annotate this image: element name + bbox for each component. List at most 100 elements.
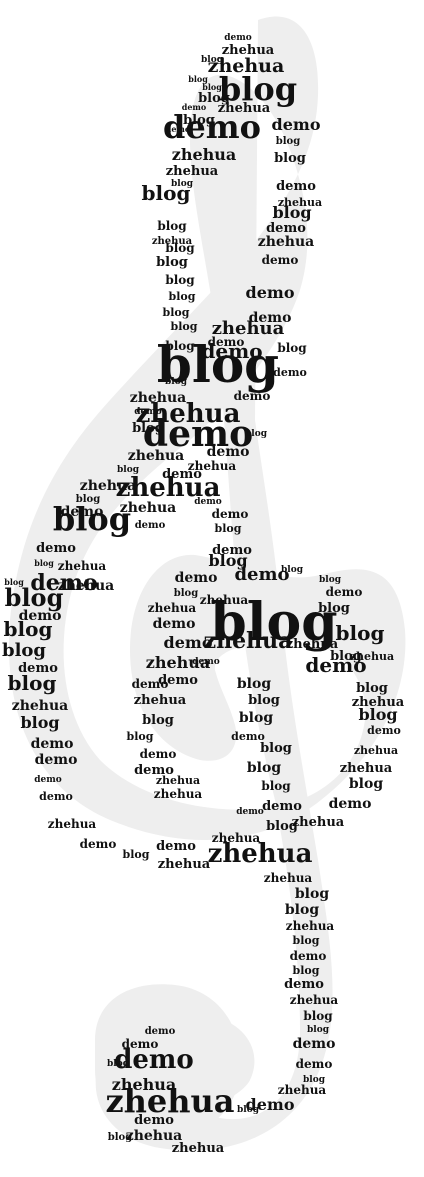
word-cloud-word: zhehua [286, 919, 335, 933]
word-cloud-word: blog [303, 1009, 333, 1023]
word-cloud-word: blog [165, 241, 195, 255]
word-cloud-word: demo [231, 730, 265, 743]
word-cloud-word: demo [19, 608, 62, 624]
word-cloud-word: blog [266, 819, 298, 834]
word-cloud-word: blog [202, 82, 222, 92]
word-cloud-word: zhehua [264, 871, 313, 885]
word-cloud-word: blog [201, 55, 224, 65]
word-cloud-word: demo [224, 33, 252, 43]
word-cloud-word: blog [20, 713, 59, 732]
word-cloud-word: demo [35, 752, 78, 768]
word-cloud-word: demo [249, 310, 292, 326]
word-cloud-word: demo [162, 467, 202, 482]
word-cloud-word: blog [276, 136, 300, 147]
word-cloud-word: blog [183, 113, 215, 128]
word-cloud-word: blog [142, 181, 191, 205]
word-cloud-word: blog [4, 617, 53, 641]
word-cloud-word: blog [208, 551, 247, 570]
word-cloud-word: blog [8, 671, 57, 695]
word-cloud-word: zhehua [172, 1141, 225, 1156]
word-cloud-word: zhehua [222, 43, 275, 58]
word-cloud-word: blog [219, 70, 297, 108]
word-cloud-word: zhehua [105, 1082, 234, 1120]
word-cloud-word: blog [261, 779, 291, 793]
word-cloud-word: demo [158, 673, 198, 688]
word-cloud-word: blog [169, 290, 196, 303]
word-cloud-word: demo [153, 616, 196, 632]
word-cloud-word: zhehua [136, 399, 241, 429]
word-cloud-word: blog [171, 179, 194, 189]
word-cloud-word: zhehua [290, 993, 339, 1007]
word-cloud-word: blog [319, 575, 342, 585]
word-cloud-word: zhehua [12, 698, 68, 714]
word-cloud-word: blog [2, 640, 46, 661]
word-cloud-word: demo [34, 775, 62, 785]
word-cloud-word: demo [305, 653, 366, 677]
word-cloud-word: blog [237, 1105, 260, 1115]
word-cloud-word: demo [39, 790, 73, 803]
word-cloud-word: zhehua [354, 744, 398, 757]
word-cloud-word: demo [246, 1095, 295, 1114]
word-cloud-word: blog [215, 522, 242, 535]
word-cloud-word: blog [53, 500, 131, 538]
word-cloud-word: demo [284, 977, 324, 992]
word-cloud-word: demo [164, 633, 213, 652]
word-cloud-word: zhehua [134, 693, 187, 708]
word-cloud-word: blog [210, 592, 337, 653]
word-cloud-word: zhehua [48, 817, 97, 831]
word-cloud-word: demo [61, 504, 104, 520]
word-cloud-word: blog [277, 341, 307, 355]
word-cloud-word: demo [273, 366, 307, 379]
word-cloud-word: demo [114, 1045, 194, 1075]
word-cloud-word: zhehua [116, 473, 221, 503]
word-cloud-word: blog [123, 848, 150, 861]
clef-silhouette-part [8, 16, 406, 1151]
word-cloud-word: blog [108, 1132, 132, 1143]
word-cloud-word: zhehua [166, 164, 219, 179]
word-cloud-word: zhehua [208, 839, 313, 869]
word-cloud-word: blog [272, 203, 311, 222]
word-cloud-word: demo [166, 124, 191, 134]
word-cloud-word: demo [290, 949, 327, 963]
word-cloud-word: demo [266, 221, 306, 236]
word-cloud-word: zhehua [158, 857, 211, 872]
word-cloud-word: blog [76, 494, 100, 505]
word-cloud-word: demo [201, 339, 262, 363]
word-cloud-word: demo [234, 564, 289, 585]
word-cloud-word: demo [194, 497, 222, 507]
word-cloud-word: blog [260, 741, 292, 756]
word-cloud-word: blog [4, 577, 24, 587]
word-cloud-word: blog [34, 558, 54, 568]
word-cloud-word: blog [303, 1075, 326, 1085]
word-cloud-word: zhehua [80, 478, 136, 494]
word-cloud-word: demo [175, 570, 218, 586]
word-cloud-word: demo [212, 507, 249, 521]
word-cloud-word: blog [127, 730, 154, 743]
word-cloud-word: zhehua [292, 815, 345, 830]
word-cloud-word: blog [247, 760, 281, 776]
word-cloud-word: blog [358, 705, 397, 724]
word-cloud-word: demo [367, 724, 401, 737]
word-cloud-word: blog [171, 320, 198, 333]
word-cloud-word: demo [212, 543, 252, 558]
word-cloud-word: zhehua [58, 578, 114, 594]
word-cloud-word: demo [134, 1113, 174, 1128]
word-cloud-word: demo [122, 1037, 159, 1051]
word-cloud-word: zhehua [212, 318, 285, 339]
word-cloud-word: blog [5, 583, 64, 612]
word-cloud-word: demo [134, 763, 174, 778]
word-cloud-word: demo [30, 570, 97, 596]
word-cloud-word: blog [156, 255, 188, 270]
word-cloud-word: zhehua [120, 500, 176, 516]
word-cloud-word: zhehua [148, 601, 197, 615]
word-cloud-word: demo [293, 1036, 336, 1052]
word-cloud-word: blog [274, 151, 306, 166]
word-cloud-word: demo [262, 799, 302, 814]
word-cloud-word: blog [237, 676, 271, 692]
word-cloud-word: blog [349, 776, 383, 792]
word-cloud-word: blog [188, 74, 208, 84]
word-cloud-word: demo [276, 179, 316, 194]
word-cloud-word: demo [236, 807, 264, 817]
word-cloud-word: demo [192, 657, 220, 667]
